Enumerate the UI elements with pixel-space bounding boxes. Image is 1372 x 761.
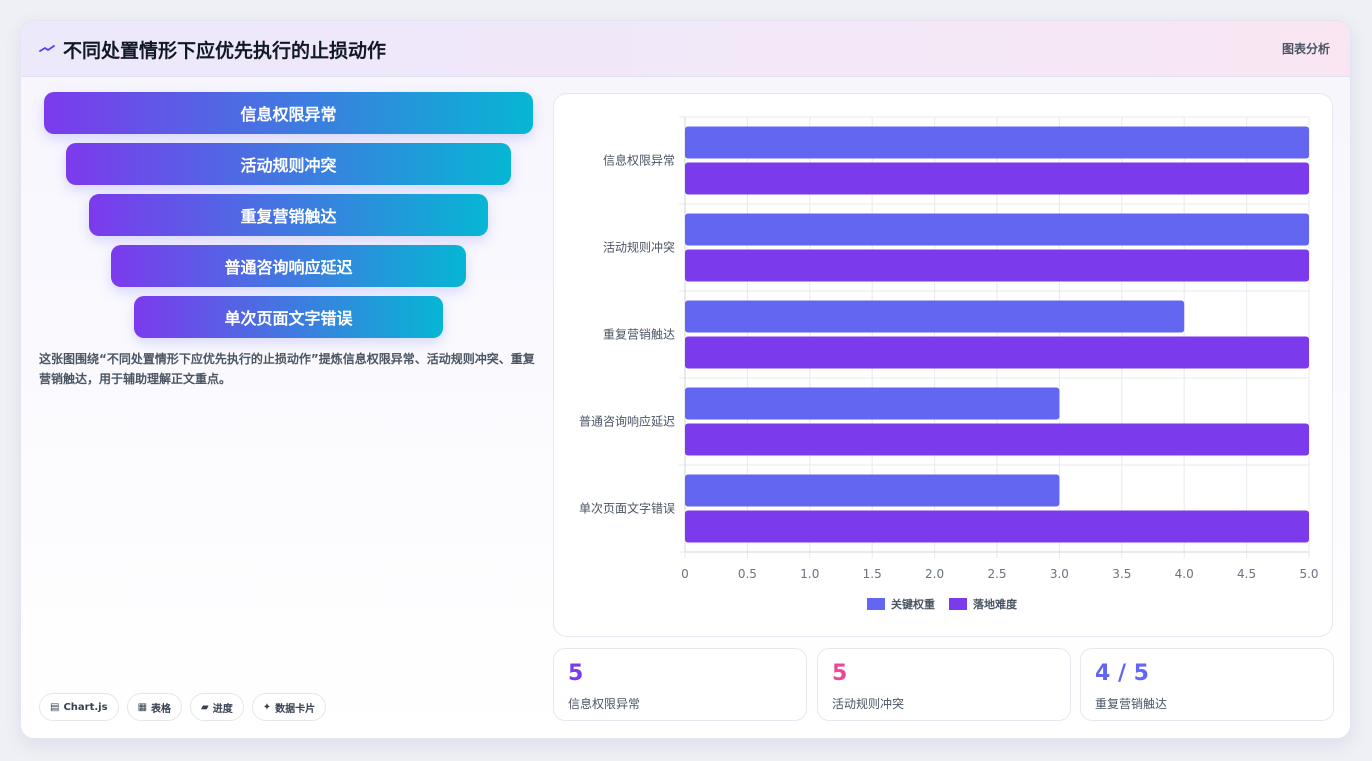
stat-label: 重复营销触达 — [1095, 697, 1168, 711]
stat-value: 5 — [832, 661, 848, 686]
pill-label: Chart.js — [63, 701, 108, 713]
x-tick-label: 5.0 — [1299, 567, 1318, 581]
x-tick-label: 4.5 — [1237, 567, 1256, 581]
bar-chart: 0 0.5 1.0 1.5 2.0 2.5 3.0 3.5 4.0 4.5 5.0 信息权限异常活动规… — [579, 116, 1319, 611]
bar-1 — [685, 387, 1060, 420]
spark-icon — [39, 45, 55, 52]
y-category-label: 信息权限异常 — [603, 153, 675, 168]
x-tick-label: 1.0 — [800, 567, 819, 581]
y-category-label: 活动规则冲突 — [603, 240, 675, 255]
bar-2 — [685, 249, 1309, 282]
legend-label: 关键权重 — [891, 597, 935, 611]
funnel-item-5: 单次页面文字错误 — [134, 296, 443, 338]
x-tick-label: 0 — [681, 567, 689, 581]
pill-label: 表格 — [151, 703, 172, 715]
sparkle-icon: ✦ — [262, 701, 272, 713]
stat-label: 活动规则冲突 — [832, 697, 905, 711]
pill-chartjs[interactable]: ▤ Chart.js — [39, 693, 119, 721]
stat-card-3: 4 / 5 重复营销触达 — [1080, 648, 1334, 721]
chart-panel: 0 0.5 1.0 1.5 2.0 2.5 3.0 3.5 4.0 4.5 5.0 信息权限异常 活动规… — [553, 93, 1333, 637]
x-tick-label: 4.0 — [1175, 567, 1194, 581]
pill-table[interactable]: ▦ 表格 — [126, 693, 183, 721]
y-category-label: 普通咨询响应延迟 — [579, 414, 675, 429]
legend-swatch — [867, 598, 885, 610]
pill-progress[interactable]: ▰ 进度 — [190, 693, 244, 721]
funnel-item-2: 活动规则冲突 — [66, 143, 511, 185]
funnel-item-1: 信息权限异常 — [44, 92, 533, 134]
bar-2 — [685, 336, 1309, 369]
header-bar: 不同处置情形下应优先执行的止损动作 图表分析 — [21, 21, 1350, 77]
table-icon: ▦ — [137, 701, 148, 713]
legend-swatch — [949, 598, 967, 610]
x-tick-label: 2.0 — [925, 567, 944, 581]
x-tick-label: 3.5 — [1112, 567, 1131, 581]
y-category-label: 重复营销触达 — [603, 328, 675, 342]
page-title: 不同处置情形下应优先执行的止损动作 — [63, 40, 387, 62]
stat-value: 5 — [568, 661, 584, 686]
funnel-item-4: 普通咨询响应延迟 — [111, 245, 466, 287]
funnel-item-3: 重复营销触达 — [89, 194, 488, 236]
chart-analysis-tag: 图表分析 — [1281, 42, 1330, 56]
bar-1 — [685, 126, 1309, 159]
stat-card-2: 5 活动规则冲突 — [817, 648, 1071, 721]
x-tick-label: 2.5 — [987, 567, 1006, 581]
x-tick-label: 3.0 — [1050, 567, 1069, 581]
bar-1 — [685, 474, 1060, 507]
pill-label: 进度 — [212, 703, 233, 715]
bar-2 — [685, 162, 1309, 195]
bar-2 — [685, 510, 1309, 543]
progress-icon: ▰ — [201, 701, 209, 713]
chart-description: 这张图围绕“不同处置情形下应优先执行的止损动作”提炼信息权限异常、活动规则冲突、… — [39, 352, 535, 386]
x-tick-label: 0.5 — [738, 567, 757, 581]
bar-1 — [685, 300, 1185, 333]
stat-value: 4 / 5 — [1095, 661, 1149, 686]
pill-data-card[interactable]: ✦ 数据卡片 — [251, 693, 327, 721]
bar-2 — [685, 423, 1309, 456]
bar-1 — [685, 213, 1309, 246]
stat-card-1: 5 信息权限异常 — [553, 648, 807, 721]
dashboard-card: 不同处置情形下应优先执行的止损动作 图表分析 信息权限异常 活动规则冲突 重复营… — [20, 20, 1351, 739]
pill-label: 数据卡片 — [275, 703, 316, 715]
stat-label: 信息权限异常 — [568, 697, 641, 711]
x-tick-label: 1.5 — [863, 567, 882, 581]
legend-label: 落地难度 — [973, 597, 1018, 611]
y-category-label: 单次页面文字错误 — [579, 501, 675, 516]
feature-pills: ▤ Chart.js ▦ 表格 ▰ 进度 ✦ 数据卡片 — [39, 693, 327, 721]
chart-icon: ▤ — [50, 701, 60, 713]
